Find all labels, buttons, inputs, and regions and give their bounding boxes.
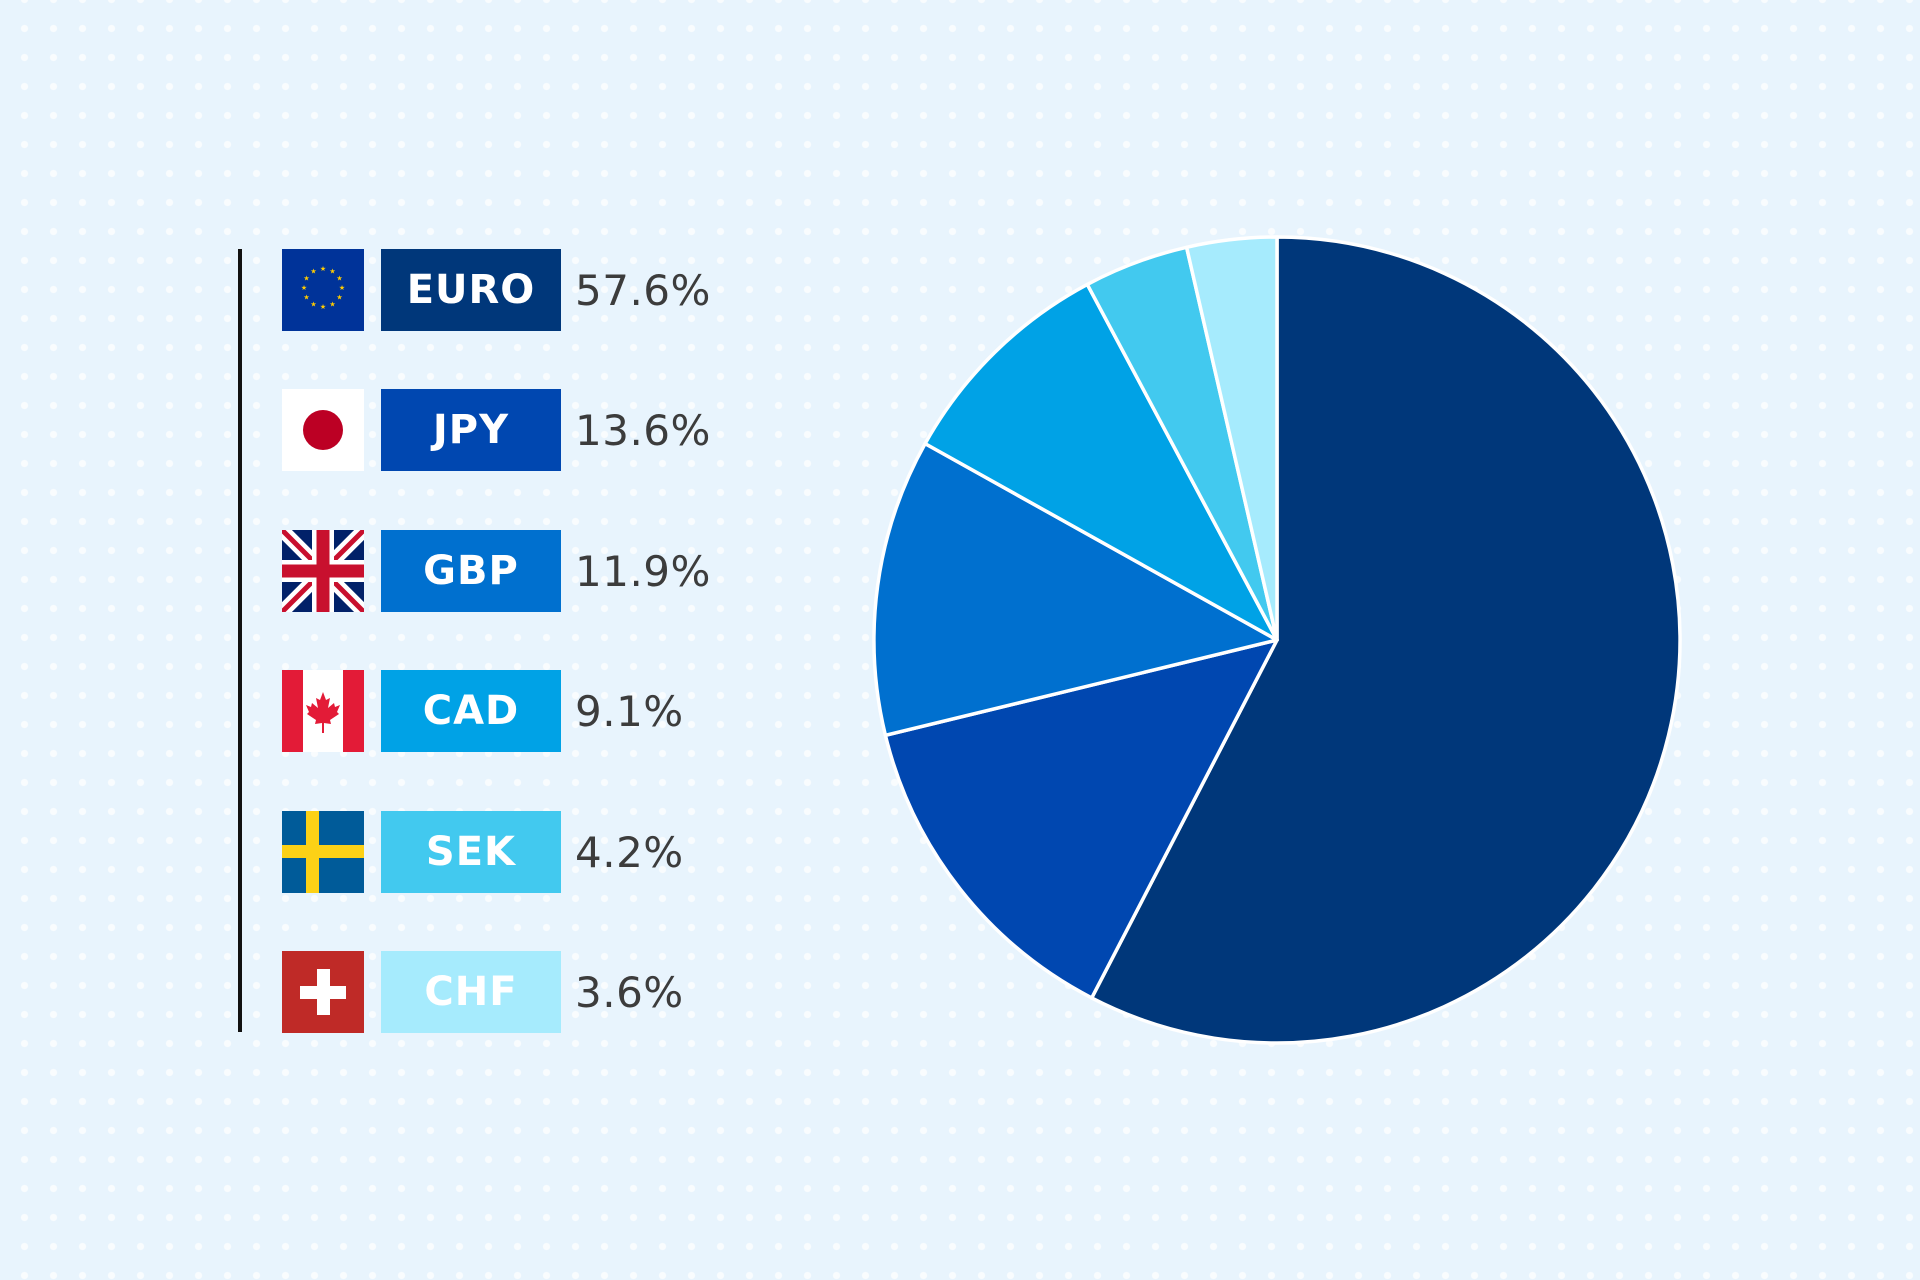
legend-item-jpy: JPY 13.6% <box>282 389 711 471</box>
svg-text:★: ★ <box>320 303 326 311</box>
currency-code-label: JPY <box>381 389 561 471</box>
switzerland-flag-icon <box>282 951 364 1033</box>
pie-slice-cad <box>923 282 1279 642</box>
sweden-flag-icon <box>282 811 364 893</box>
uk-flag-icon <box>282 530 364 612</box>
svg-text:★: ★ <box>336 275 342 283</box>
pie-slice-jpy <box>883 638 1279 1000</box>
svg-text:★: ★ <box>320 265 326 273</box>
pie-slice-gbp <box>872 441 1279 738</box>
percent-value: 4.2% <box>575 827 684 877</box>
canada-flag-icon <box>282 670 364 752</box>
svg-text:★: ★ <box>336 294 342 302</box>
pie-slice-chf <box>1184 235 1279 642</box>
svg-text:★: ★ <box>303 294 309 302</box>
percent-value: 57.6% <box>575 265 711 315</box>
currency-code-label: CAD <box>381 670 561 752</box>
svg-text:★: ★ <box>329 268 335 276</box>
legend-item-sek: SEK 4.2% <box>282 811 684 893</box>
pie-slice-euro <box>1089 235 1682 1045</box>
svg-text:★: ★ <box>339 284 345 292</box>
svg-text:★: ★ <box>310 301 316 309</box>
currency-code-label: CHF <box>381 951 561 1033</box>
japan-flag-icon <box>282 389 364 471</box>
svg-text:★: ★ <box>310 268 316 276</box>
currency-code-label: SEK <box>381 811 561 893</box>
currency-code-label: EURO <box>381 249 561 331</box>
percent-value: 9.1% <box>575 686 684 736</box>
eu-flag-icon: ★ ★ ★ ★ ★ ★ ★ ★ ★ ★ ★ ★ <box>282 249 364 331</box>
percent-value: 11.9% <box>575 546 711 596</box>
legend-item-chf: CHF 3.6% <box>282 951 684 1033</box>
svg-text:★: ★ <box>303 275 309 283</box>
legend-item-euro: ★ ★ ★ ★ ★ ★ ★ ★ ★ ★ ★ ★ EURO 57.6% <box>282 249 711 331</box>
svg-text:★: ★ <box>329 301 335 309</box>
legend-item-gbp: GBP 11.9% <box>282 530 711 612</box>
legend-divider <box>238 249 242 1032</box>
percent-value: 3.6% <box>575 967 684 1017</box>
percent-value: 13.6% <box>575 405 711 455</box>
svg-text:★: ★ <box>301 284 307 292</box>
currency-code-label: GBP <box>381 530 561 612</box>
legend-item-cad: CAD 9.1% <box>282 670 684 752</box>
